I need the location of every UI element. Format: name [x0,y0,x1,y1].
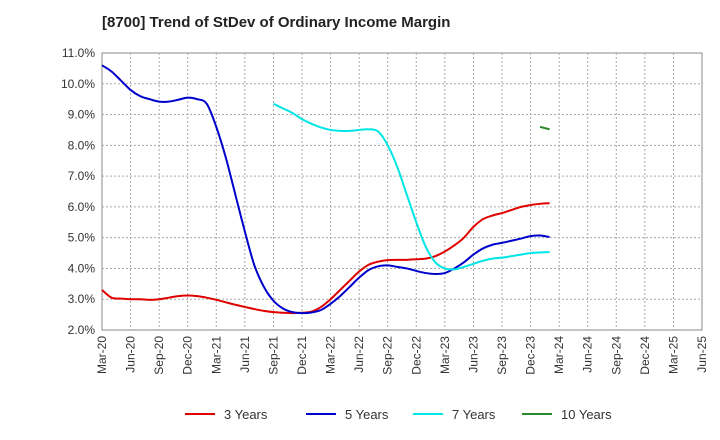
x-tick-label: Mar-23 [438,336,452,374]
y-tick-label: 10.0% [61,77,95,91]
grid [101,52,703,331]
x-tick-label: Dec-24 [638,336,652,375]
y-tick-label: 2.0% [68,323,96,337]
x-tick-label: Jun-25 [695,336,709,373]
x-tick-label: Sep-20 [152,336,166,375]
y-tick-label: 8.0% [68,138,96,152]
y-tick-label: 9.0% [68,108,96,122]
series-line-7-years [272,102,550,271]
plot-area [101,52,703,331]
y-tick-label: 6.0% [68,200,96,214]
x-tick-label: Dec-22 [409,336,423,375]
legend-label-5-years: 5 Years [345,407,389,422]
x-tick-label: Dec-20 [181,336,195,375]
x-tick-label: Jun-24 [581,336,595,373]
x-tick-label: Mar-24 [552,336,566,374]
chart-title: [8700] Trend of StDev of Ordinary Income… [102,14,451,31]
legend-label-10-years: 10 Years [561,407,612,422]
x-tick-label: Mar-22 [324,336,338,374]
x-tick-label: Jun-23 [466,336,480,373]
x-tick-label: Sep-21 [266,336,280,375]
y-tick-label: 4.0% [68,261,96,275]
x-tick-label: Dec-21 [295,336,309,375]
x-tick-label: Dec-23 [524,336,538,375]
legend: 3 Years 5 Years 7 Years 10 Years [185,407,612,422]
x-tick-label: Jun-22 [352,336,366,373]
series-line-5-years [101,64,550,315]
legend-label-3-years: 3 Years [224,407,268,422]
x-tick-label: Jun-20 [124,336,138,373]
x-tick-label: Sep-23 [495,336,509,375]
x-tick-label: Sep-24 [609,336,623,375]
x-tick-label: Mar-20 [95,336,109,374]
series-line-3-years [101,202,550,315]
y-tick-label: 3.0% [68,292,96,306]
series-line-10-years [539,125,550,131]
y-tick-label: 11.0% [62,46,95,60]
axes: 2.0% 3.0% 4.0% 5.0% 6.0% 7.0% 8.0% 9.0% 10.0% 11.… [61,46,709,375]
x-tick-label: Jun-21 [238,336,252,373]
series-lines [101,64,550,315]
y-tick-label: 7.0% [68,169,96,183]
x-tick-label: Sep-22 [381,336,395,375]
x-tick-label: Mar-25 [666,336,680,374]
y-tick-label: 5.0% [68,231,96,245]
legend-label-7-years: 7 Years [452,407,496,422]
x-tick-label: Mar-21 [209,336,223,374]
